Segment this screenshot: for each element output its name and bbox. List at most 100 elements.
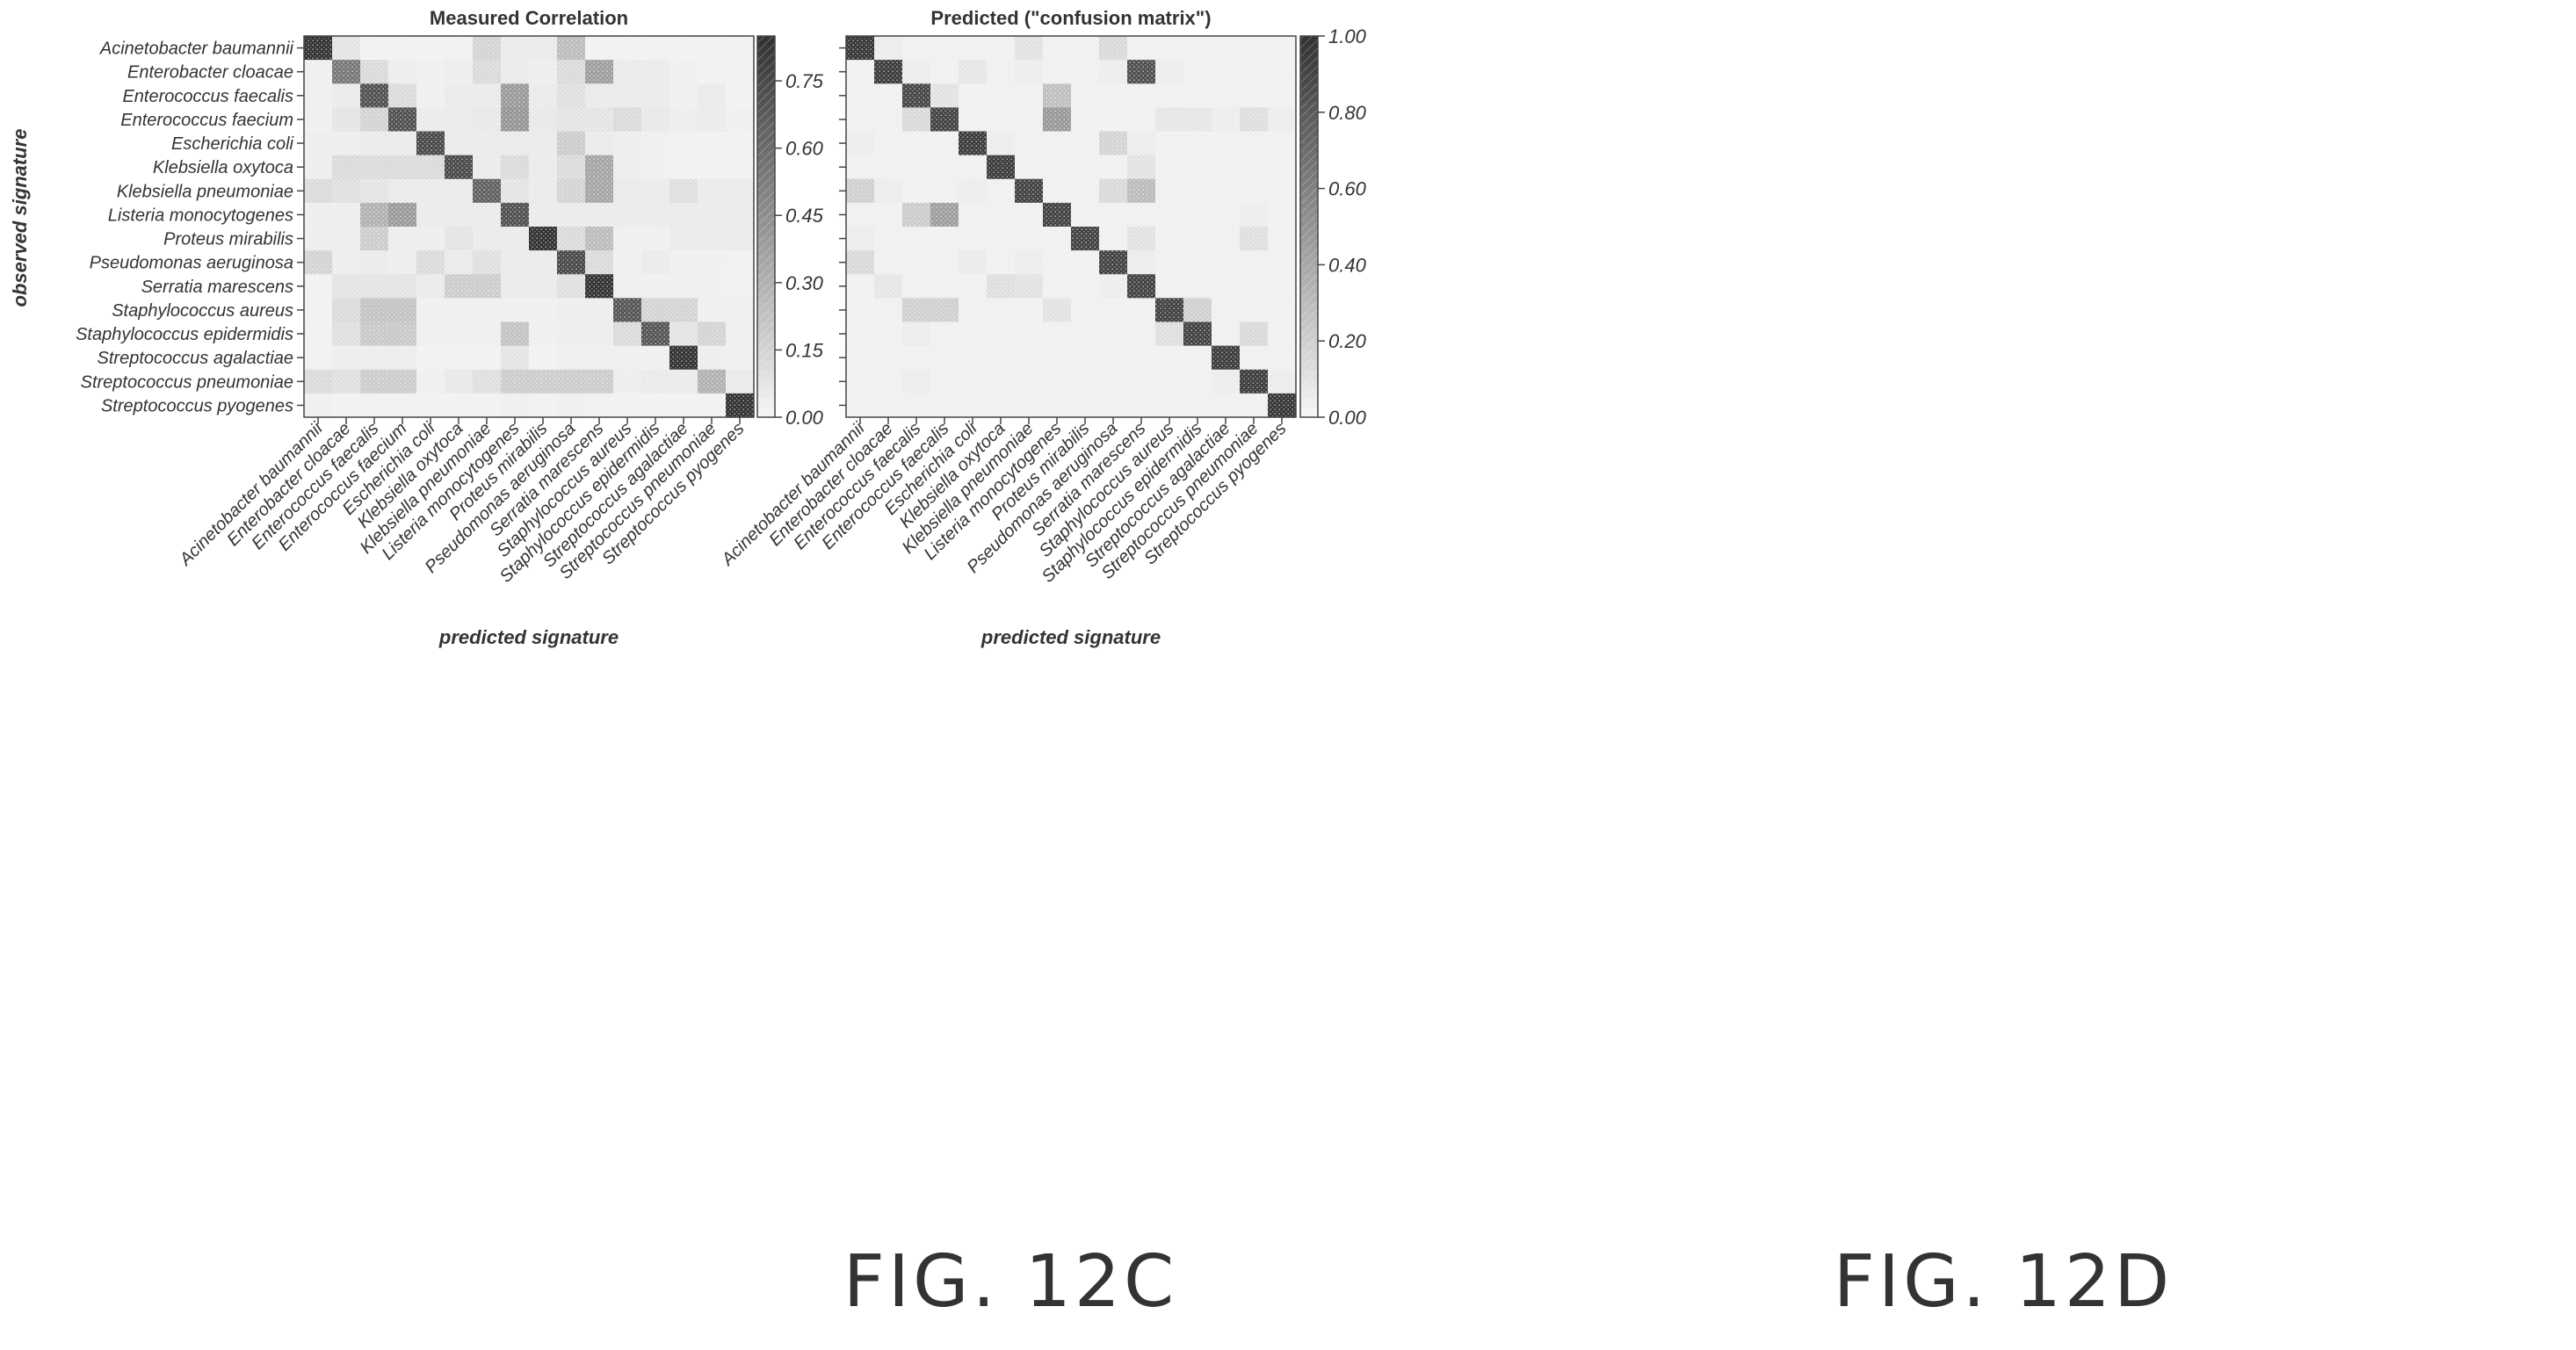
heatmap-cell-texture <box>987 345 1016 371</box>
heatmap-cell-texture <box>1099 227 1128 251</box>
heatmap-cell-texture <box>473 107 502 132</box>
colorbar-tick-label: 0.15 <box>785 339 824 361</box>
heatmap-cell-texture <box>902 250 931 275</box>
heatmap-cell-texture <box>874 36 903 61</box>
heatmap-cell-texture <box>473 274 502 299</box>
heatmap-cell-texture <box>1043 298 1072 322</box>
heatmap-cell-texture <box>529 178 558 204</box>
heatmap-cell-texture <box>930 202 959 227</box>
heatmap-cell-texture <box>1183 345 1212 371</box>
heatmap-cell-texture <box>959 178 988 204</box>
heatmap-cell-texture <box>698 202 727 227</box>
heatmap-cell-texture <box>332 155 361 180</box>
heatmap-cell-texture <box>669 36 698 61</box>
heatmap-cell-texture <box>669 393 698 418</box>
heatmap-cell-texture <box>1071 83 1100 108</box>
heatmap-cell-texture <box>1212 107 1241 132</box>
heatmap-cell-texture <box>585 178 614 204</box>
heatmap-cell-texture <box>930 250 959 275</box>
heatmap-cell-texture <box>416 107 445 132</box>
heatmap-cell-texture <box>930 107 959 132</box>
heatmap-cell-texture <box>416 202 445 227</box>
heatmap-cell-texture <box>473 393 502 418</box>
heatmap-cell-texture <box>529 345 558 371</box>
heatmap-cell-texture <box>726 227 755 251</box>
heatmap-cell-texture <box>473 250 502 275</box>
heatmap-cell-texture <box>987 274 1016 299</box>
heatmap-cell-texture <box>360 393 389 418</box>
heatmap-cell-texture <box>613 345 642 371</box>
heatmap-cell-texture <box>1268 178 1297 204</box>
heatmap-cell-texture <box>874 321 903 346</box>
heatmap-cell-texture <box>445 345 474 371</box>
heatmap-cell-texture <box>585 345 614 371</box>
heatmap-cell-texture <box>1183 60 1212 84</box>
heatmap-cell-texture <box>902 298 931 322</box>
heatmap-cell-texture <box>726 155 755 180</box>
heatmap-cell-texture <box>1155 155 1184 180</box>
heatmap-cell-texture <box>416 178 445 204</box>
heatmap-cell-texture <box>846 107 875 132</box>
heatmap-cell-texture <box>388 321 417 346</box>
heatmap-cell-texture <box>360 227 389 251</box>
heatmap-cell-texture <box>1071 60 1100 84</box>
heatmap-cell-texture <box>388 274 417 299</box>
y-tick-label: Acinetobacter baumannii <box>99 40 294 59</box>
heatmap-cell-texture <box>1071 155 1100 180</box>
heatmap-cell-texture <box>332 131 361 155</box>
heatmap-cell-texture <box>501 107 530 132</box>
heatmap-cell-texture <box>529 227 558 251</box>
heatmap-cell-texture <box>1127 178 1156 204</box>
y-tick-label: Enterobacter cloacae <box>127 63 293 83</box>
heatmap-cell-texture <box>557 393 586 418</box>
heatmap-cell-texture <box>529 202 558 227</box>
heatmap-cell-texture <box>529 298 558 322</box>
heatmap-cell-texture <box>698 250 727 275</box>
heatmap-cell-texture <box>585 60 614 84</box>
heatmap-cell-texture <box>529 250 558 275</box>
heatmap-cell-texture <box>557 178 586 204</box>
heatmap-cell-texture <box>1212 345 1241 371</box>
heatmap-cell-texture <box>846 202 875 227</box>
heatmap-cell-texture <box>874 250 903 275</box>
heatmap-cell-texture <box>501 369 530 394</box>
heatmap-cell-texture <box>902 202 931 227</box>
heatmap-cell-texture <box>501 60 530 84</box>
y-tick-label: Streptococcus agalactiae <box>98 349 293 368</box>
colorbar-tick-label: 0.45 <box>785 205 824 227</box>
heatmap-cell-texture <box>1127 202 1156 227</box>
heatmap-cell-texture <box>416 155 445 180</box>
heatmap-cell-texture <box>987 178 1016 204</box>
heatmap-cell-texture <box>1015 321 1044 346</box>
heatmap-cell-texture <box>416 298 445 322</box>
heatmap-cell-texture <box>902 227 931 251</box>
heatmap-cell-texture <box>1268 131 1297 155</box>
heatmap-cell-texture <box>1155 202 1184 227</box>
heatmap-cell-texture <box>1240 155 1269 180</box>
heatmap-cell-texture <box>1183 274 1212 299</box>
heatmap-cell-texture <box>1268 60 1297 84</box>
heatmap-cell-texture <box>1268 369 1297 394</box>
plot-frame <box>303 35 755 418</box>
heatmap-cell-texture <box>360 107 389 132</box>
heatmap-cell-texture <box>1071 227 1100 251</box>
y-tick-label: Serratia marescens <box>141 278 293 297</box>
heatmap-cell-texture <box>1240 131 1269 155</box>
heatmap-cell-texture <box>698 60 727 84</box>
heatmap-cell-texture <box>1015 60 1044 84</box>
heatmap-cell-texture <box>501 250 530 275</box>
heatmap-cell-texture <box>1212 393 1241 418</box>
heatmap-cell-texture <box>1015 202 1044 227</box>
heatmap-cell-texture <box>641 178 670 204</box>
heatmap-cell-texture <box>669 321 698 346</box>
heatmap-cell-texture <box>874 227 903 251</box>
heatmap-cell-texture <box>1183 202 1212 227</box>
heatmap-cell-texture <box>1015 274 1044 299</box>
heatmap-cell-texture <box>641 107 670 132</box>
heatmap-cell-texture <box>557 155 586 180</box>
heatmap-cell-texture <box>529 393 558 418</box>
heatmap-cell-texture <box>585 36 614 61</box>
heatmap-cell-texture <box>1127 274 1156 299</box>
heatmap-cell-texture <box>557 274 586 299</box>
heatmap-cell-texture <box>959 250 988 275</box>
